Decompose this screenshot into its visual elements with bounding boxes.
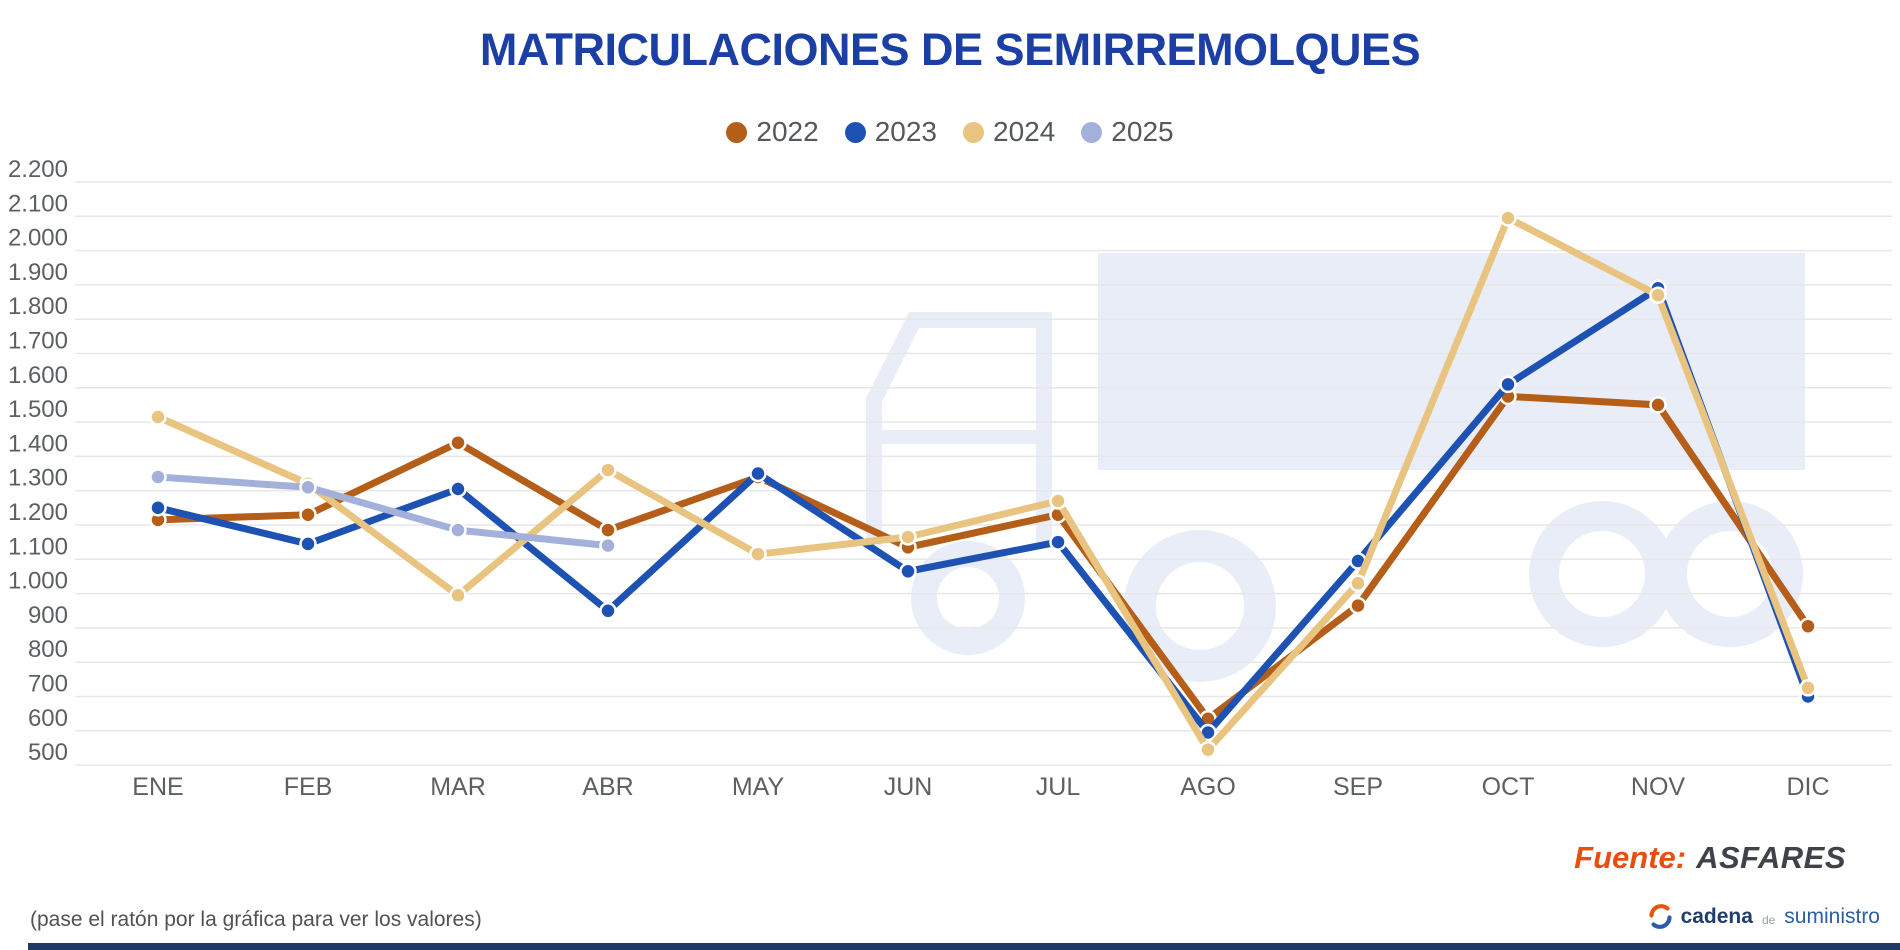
data-point-2022-feb[interactable] <box>299 505 317 524</box>
x-axis-label-mar: MAR <box>430 773 486 801</box>
data-point-2024-mar[interactable] <box>449 586 467 605</box>
data-point-2022-nov[interactable] <box>1649 396 1667 414</box>
legend-item-2025[interactable]: 2025 <box>1081 116 1174 148</box>
y-axis-label: 1.200 <box>8 499 68 526</box>
series-line-2022[interactable] <box>154 392 1812 723</box>
data-point-2024-ago[interactable] <box>1199 740 1217 759</box>
series-2024[interactable] <box>149 209 1817 759</box>
series-line-2025[interactable] <box>154 473 612 550</box>
data-point-2025-mar[interactable] <box>449 521 467 539</box>
y-axis-label: 1.400 <box>8 430 68 457</box>
x-axis-labels: ENE FEB MAR ABR MAY JUN JUL AGO SEP OCT NOV DIC <box>132 773 1829 801</box>
truck-wheel-icon <box>1529 501 1675 647</box>
data-point-2022-mar[interactable] <box>449 433 467 452</box>
legend-item-2022[interactable]: 2022 <box>726 116 819 148</box>
cadena-logo-icon <box>1648 904 1672 929</box>
series-line-2023[interactable] <box>154 284 1812 736</box>
legend-item-2024[interactable]: 2024 <box>963 116 1055 148</box>
x-axis-label-abr: ABR <box>582 773 633 801</box>
y-axis-label: 1.500 <box>8 396 68 423</box>
legend-dot-2025 <box>1081 121 1103 143</box>
data-point-2023-feb[interactable] <box>299 535 317 553</box>
y-axis-labels: 2.200 2.100 2.000 1.900 1.800 1.700 1.600 1.500… <box>8 156 68 766</box>
page-title: MATRICULACIONES DE SEMIRREMOLQUES <box>479 24 1421 75</box>
data-point-2024-abr[interactable] <box>599 461 617 479</box>
y-axis-label: 1.300 <box>8 465 68 492</box>
series-2022[interactable] <box>149 387 1817 728</box>
legend-label-2024: 2024 <box>993 116 1056 147</box>
data-point-2023-may[interactable] <box>749 464 767 483</box>
data-point-2023-ene[interactable] <box>149 499 167 517</box>
data-point-2023-mar[interactable] <box>449 480 467 498</box>
source-label: Fuente: <box>1574 840 1687 875</box>
x-axis-label-sep: SEP <box>1333 773 1383 801</box>
y-axis-label: 1.900 <box>8 259 68 286</box>
y-axis-label: 1.600 <box>8 362 68 389</box>
y-axis-label: 1.000 <box>8 568 68 595</box>
legend-dot-2022 <box>726 121 748 143</box>
legend-item-2023[interactable]: 2023 <box>844 116 937 148</box>
x-axis-label-ago: AGO <box>1180 773 1236 801</box>
source-credit: Fuente: ASFARES <box>1574 840 1846 876</box>
data-point-2023-oct[interactable] <box>1499 375 1517 394</box>
data-point-2023-jun[interactable] <box>899 562 917 581</box>
y-axis-label: 2.100 <box>8 190 68 217</box>
data-point-2025-feb[interactable] <box>299 478 317 497</box>
data-point-2024-jul[interactable] <box>1049 492 1067 510</box>
data-point-2025-abr[interactable] <box>599 536 617 555</box>
y-axis-label: 1.700 <box>8 328 68 355</box>
chart-legend: 2022 2023 2024 2025 <box>0 116 1900 148</box>
logo-word-de: de <box>1761 912 1776 927</box>
y-axis-label: 2.000 <box>8 225 68 252</box>
x-axis-label-oct: OCT <box>1482 773 1535 801</box>
y-axis-label: 600 <box>28 705 68 732</box>
series-line-2024[interactable] <box>154 214 1812 754</box>
y-axis-label: 2.200 <box>8 156 68 183</box>
data-point-2025-ene[interactable] <box>149 468 167 486</box>
data-point-2024-sep[interactable] <box>1349 574 1367 593</box>
bottom-bar <box>28 943 1900 950</box>
x-axis-label-jun: JUN <box>884 773 933 801</box>
x-axis-label-may: MAY <box>732 773 785 801</box>
logo-word-suministro: suministro <box>1784 904 1880 928</box>
series-2025[interactable] <box>149 468 617 555</box>
y-axis-label: 500 <box>28 739 68 766</box>
x-axis-label-nov: NOV <box>1631 773 1686 801</box>
legend-label-2022: 2022 <box>756 116 819 147</box>
hover-hint: (pase el ratón por la gráfica para ver l… <box>30 908 482 931</box>
data-point-2023-jul[interactable] <box>1049 533 1067 551</box>
gridlines <box>75 181 1892 766</box>
data-point-2022-abr[interactable] <box>599 521 617 539</box>
source-name: ASFARES <box>1696 840 1846 875</box>
data-point-2024-may[interactable] <box>749 545 767 563</box>
data-point-2022-sep[interactable] <box>1349 596 1367 615</box>
truck-cab-shape <box>866 312 1052 545</box>
data-point-2023-abr[interactable] <box>599 602 617 620</box>
data-point-2024-ene[interactable] <box>149 408 167 426</box>
x-axis-label-jul: JUL <box>1036 773 1081 801</box>
data-point-2024-dic[interactable] <box>1799 679 1817 697</box>
logo-word-cadena: cadena <box>1680 904 1753 928</box>
cadena-logo[interactable]: cadena de suministro <box>1647 903 1880 930</box>
legend-dot-2023 <box>844 121 866 143</box>
data-point-2024-jun[interactable] <box>899 528 917 546</box>
truck-wheel-icon <box>911 541 1025 655</box>
truck-wheel-icon <box>1124 530 1276 682</box>
x-axis-label-ene: ENE <box>132 773 183 801</box>
legend-label-2023: 2023 <box>874 116 937 147</box>
y-axis-label: 900 <box>28 602 68 629</box>
series-layer[interactable] <box>149 209 1817 759</box>
data-point-2024-oct[interactable] <box>1499 209 1517 227</box>
data-point-2024-nov[interactable] <box>1649 286 1667 304</box>
y-axis-label: 700 <box>28 671 68 698</box>
y-axis-label: 1.800 <box>8 293 68 320</box>
x-axis-label-feb: FEB <box>284 773 333 801</box>
x-axis-label-dic: DIC <box>1786 773 1829 801</box>
legend-dot-2024 <box>963 121 984 143</box>
y-axis-label: 800 <box>28 636 68 663</box>
data-point-2022-dic[interactable] <box>1799 617 1817 635</box>
y-axis-label: 1.100 <box>8 533 68 560</box>
legend-label-2025: 2025 <box>1111 116 1174 147</box>
